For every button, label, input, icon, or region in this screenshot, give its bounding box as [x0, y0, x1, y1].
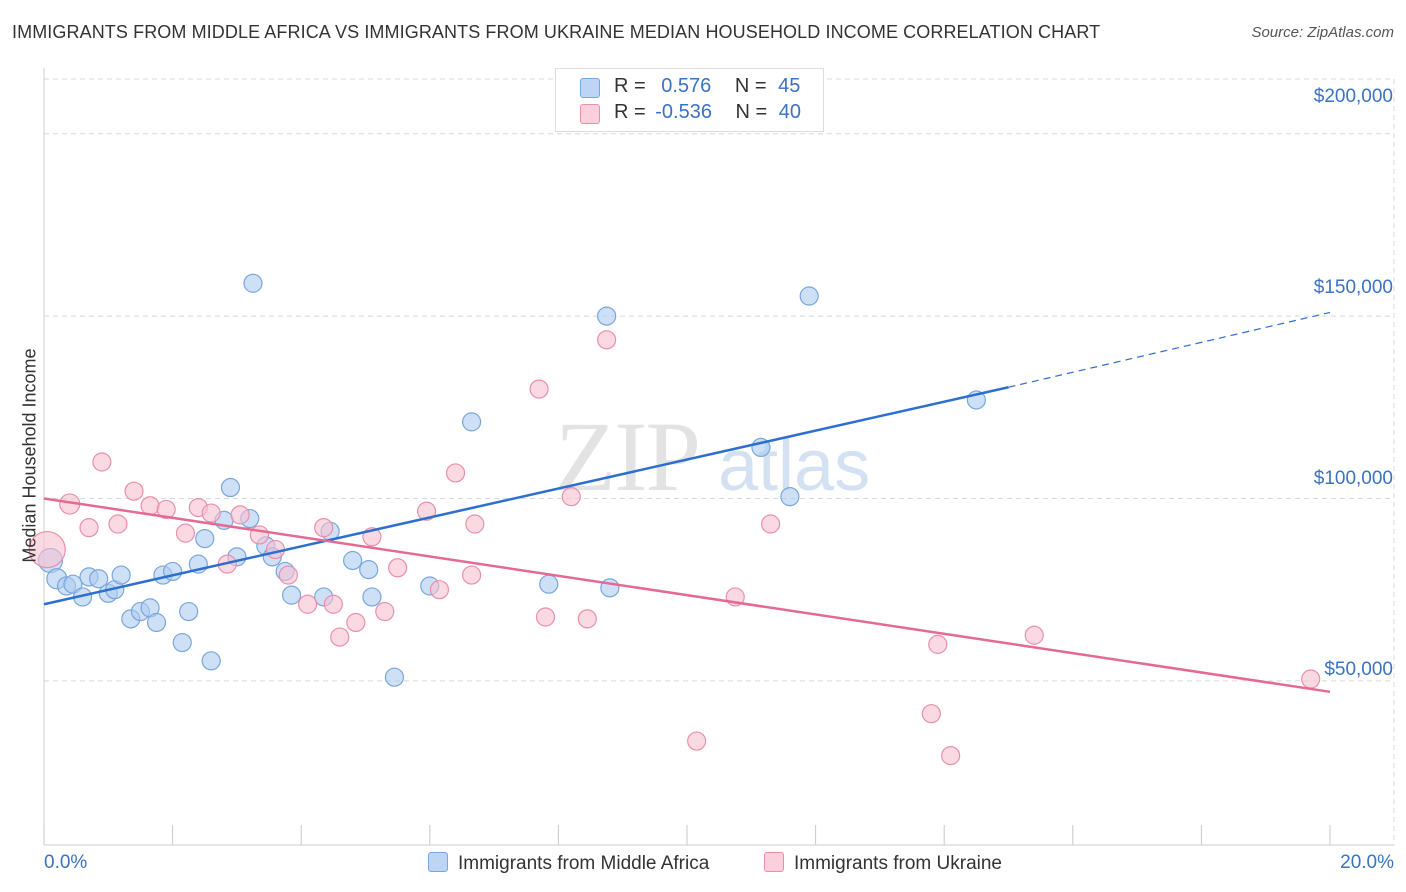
y-axis-label: Median Household Income [19, 348, 40, 563]
series-name: Immigrants from Ukraine [794, 853, 1002, 874]
ukraine-point [416, 501, 437, 521]
series-name: Immigrants from Middle Africa [458, 853, 710, 874]
middle-africa-point [539, 574, 559, 594]
middle-africa-trend-line [43, 386, 1009, 606]
ukraine-point [298, 594, 318, 614]
ukraine-point [140, 496, 160, 516]
middle-africa-point [343, 550, 363, 571]
ukraine-point [561, 487, 581, 507]
middle-africa-point [362, 587, 382, 607]
middle-africa-point [172, 632, 192, 653]
ukraine-point [175, 523, 196, 543]
chart-title: IMMIGRANTS FROM MIDDLE AFRICA VS IMMIGRA… [12, 22, 1101, 42]
middle-africa-point [63, 574, 83, 594]
ukraine-point [92, 452, 112, 472]
legend-text: R = -0.536 N = 40 [614, 101, 801, 124]
y-tick-label: $200,000 [1313, 86, 1393, 107]
ukraine-point [445, 463, 466, 483]
middle-africa-point [179, 601, 199, 622]
ukraine-point [108, 514, 128, 534]
middle-africa-point [799, 286, 819, 306]
r-value: -0.536 [655, 101, 712, 123]
ukraine-point [1024, 625, 1044, 645]
data-points [28, 273, 1321, 766]
x-tick-label-min: 0.0% [44, 852, 88, 873]
x-tick-label-max: 20.0% [1340, 852, 1394, 873]
legend-swatch-blue [580, 78, 600, 98]
ukraine-point [230, 505, 250, 525]
r-label: R = [614, 75, 646, 97]
ukraine-point [314, 518, 334, 538]
axes [43, 68, 1394, 846]
legend-swatch-blue [428, 852, 448, 872]
ukraine-point [28, 530, 66, 569]
ukraine-point [124, 481, 144, 501]
legend-swatch-pink [764, 852, 784, 872]
r-value: 0.576 [661, 75, 712, 97]
ukraine-point [461, 565, 482, 585]
middle-africa-point [146, 612, 167, 633]
middle-africa-trend-extension [1008, 311, 1331, 388]
ukraine-point [577, 609, 597, 629]
middle-africa-point [359, 560, 379, 580]
ukraine-point [388, 558, 408, 578]
grid-lines [44, 78, 1395, 845]
middle-africa-point [201, 651, 221, 671]
middle-africa-point [281, 585, 302, 605]
y-tick-label: $100,000 [1313, 468, 1393, 489]
ukraine-point [1301, 669, 1321, 689]
ukraine-point [278, 565, 298, 585]
n-value: 45 [778, 75, 801, 97]
ukraine-point [330, 627, 350, 647]
trend-lines [43, 311, 1331, 694]
correlation-legend: R = 0.576 N = 45 R = -0.536 N = 40 [555, 68, 824, 132]
middle-africa-point [89, 569, 109, 589]
series-legend-middle-africa: Immigrants from Middle Africa [428, 852, 709, 875]
ukraine-point [375, 601, 395, 622]
y-tick-label: $150,000 [1313, 277, 1393, 298]
middle-africa-point [384, 667, 405, 687]
ukraine-point [156, 499, 176, 520]
ukraine-point [201, 503, 221, 523]
middle-africa-point [780, 487, 800, 507]
watermark: ZIP atlas [555, 401, 870, 512]
ukraine-point [79, 518, 99, 538]
n-label: N = [734, 75, 767, 97]
ukraine-point [921, 704, 941, 724]
n-value: 40 [778, 101, 802, 123]
middle-africa-point [195, 528, 215, 549]
ukraine-point [597, 330, 617, 350]
ukraine-point [465, 514, 485, 534]
ukraine-trend-line [43, 497, 1331, 694]
ukraine-point [535, 607, 556, 627]
ukraine-point [429, 580, 450, 600]
middle-africa-point [220, 477, 241, 498]
ukraine-point [323, 594, 343, 614]
middle-africa-point [461, 412, 482, 432]
y-tick-label: $50,000 [1324, 659, 1393, 680]
source-label: Source: ZipAtlas.com [1251, 24, 1394, 41]
ukraine-point [346, 612, 366, 633]
ukraine-point [928, 634, 948, 654]
middle-africa-point [597, 306, 617, 326]
r-label: R = [614, 101, 646, 123]
ukraine-point [941, 746, 961, 766]
n-label: N = [735, 101, 768, 123]
series-legend-ukraine: Immigrants from Ukraine [764, 852, 1002, 875]
middle-africa-point [111, 565, 131, 585]
ukraine-point [687, 731, 707, 751]
ukraine-point [760, 514, 781, 534]
middle-africa-point [243, 273, 263, 293]
ukraine-point [529, 379, 549, 399]
legend-text: R = 0.576 N = 45 [614, 75, 800, 98]
legend-swatch-pink [580, 104, 600, 124]
